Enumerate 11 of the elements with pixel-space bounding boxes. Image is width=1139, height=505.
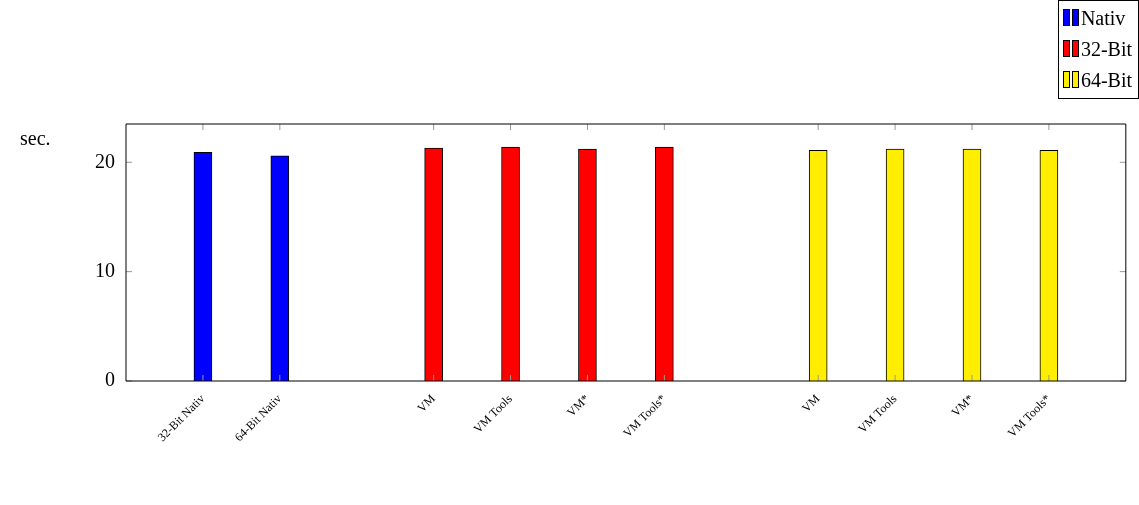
x-tick-label: VM xyxy=(798,391,823,416)
y-tick-label: 20 xyxy=(95,149,115,172)
legend-label: Nativ xyxy=(1079,6,1127,31)
legend-label: 32-Bit xyxy=(1079,37,1132,62)
x-tick-label: VM xyxy=(414,391,439,416)
y-tick-label: 0 xyxy=(105,368,115,391)
x-tick-label: VM* xyxy=(563,391,592,420)
y-axis-title: sec. xyxy=(20,127,51,150)
legend-label: 64-Bit xyxy=(1079,68,1132,93)
y-tick-label: 10 xyxy=(95,258,115,281)
x-tick-label: VM* xyxy=(948,391,977,420)
